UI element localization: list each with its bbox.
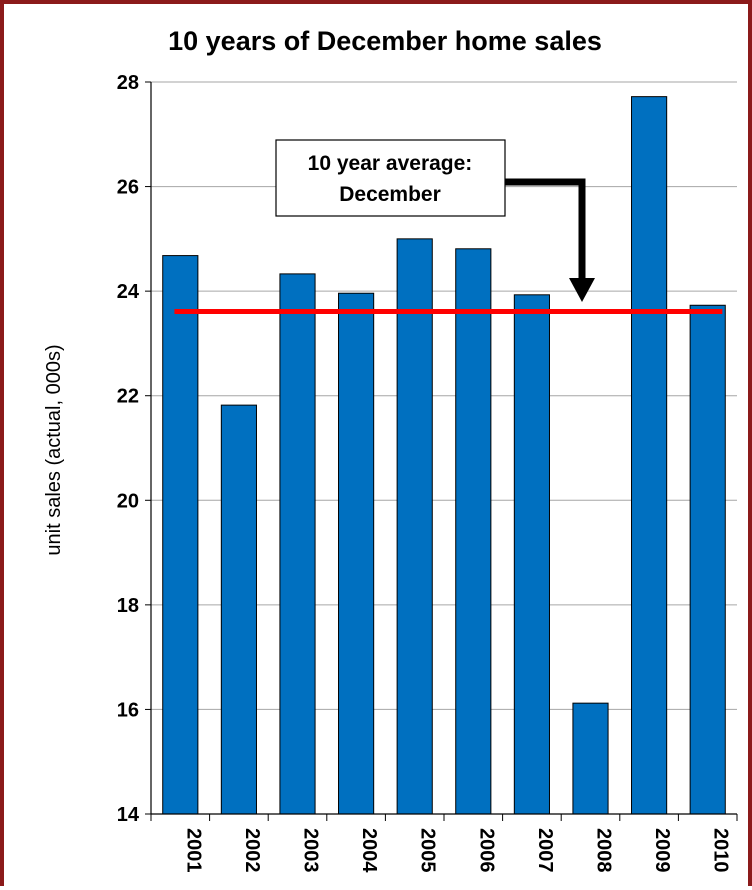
- y-axis-label: unit sales (actual, 000s): [43, 344, 65, 555]
- y-tick-label: 20: [117, 490, 139, 512]
- annotation-line1: 10 year average:: [308, 152, 473, 175]
- chart-title: 10 years of December home sales: [168, 26, 602, 56]
- y-tick-label: 22: [117, 386, 139, 408]
- bars: [162, 96, 726, 815]
- x-tick-label: 2010: [710, 828, 732, 873]
- annotation-box: [275, 139, 506, 217]
- average-annotation: 10 year average: December: [275, 139, 595, 302]
- y-tick-label: 14: [117, 804, 140, 826]
- bar-2001: [162, 255, 199, 815]
- y-ticks: 14 16 18 20 22 24 26 28: [117, 72, 151, 826]
- bar-2005: [396, 238, 433, 815]
- bar-2003: [279, 273, 316, 815]
- y-tick-label: 16: [117, 699, 139, 721]
- x-tick-label: 2009: [651, 828, 673, 873]
- y-tick-label: 24: [117, 281, 140, 303]
- x-tick-label: 2008: [593, 828, 615, 873]
- x-tick-label: 2004: [358, 828, 380, 873]
- x-tick-label: 2006: [475, 828, 497, 873]
- y-tick-label: 26: [117, 177, 139, 199]
- x-ticks: 2001 2002 2003 2004 2005 2006 2007 2008 2009 2010: [150, 814, 738, 873]
- y-tick-label: 28: [117, 72, 139, 94]
- annotation-arrow-head: [569, 278, 595, 302]
- chart-svg: 10 years of December home sales unit sal…: [43, 26, 738, 873]
- x-tick-label: 2002: [241, 828, 263, 873]
- bar-2006: [455, 248, 492, 815]
- bar-2009: [631, 96, 668, 815]
- annotation-line2: December: [339, 183, 441, 206]
- x-tick-label: 2005: [417, 828, 439, 873]
- bar-2002: [220, 404, 257, 815]
- x-tick-label: 2003: [300, 828, 322, 873]
- bar-2007: [513, 294, 550, 815]
- bar-2004: [338, 292, 375, 815]
- y-tick-label: 18: [117, 595, 139, 617]
- x-tick-label: 2007: [534, 828, 556, 873]
- x-tick-label: 2001: [182, 828, 204, 873]
- annotation-arrow-shaft: [505, 178, 586, 284]
- bar-2010: [689, 304, 726, 815]
- bar-2008: [572, 702, 609, 815]
